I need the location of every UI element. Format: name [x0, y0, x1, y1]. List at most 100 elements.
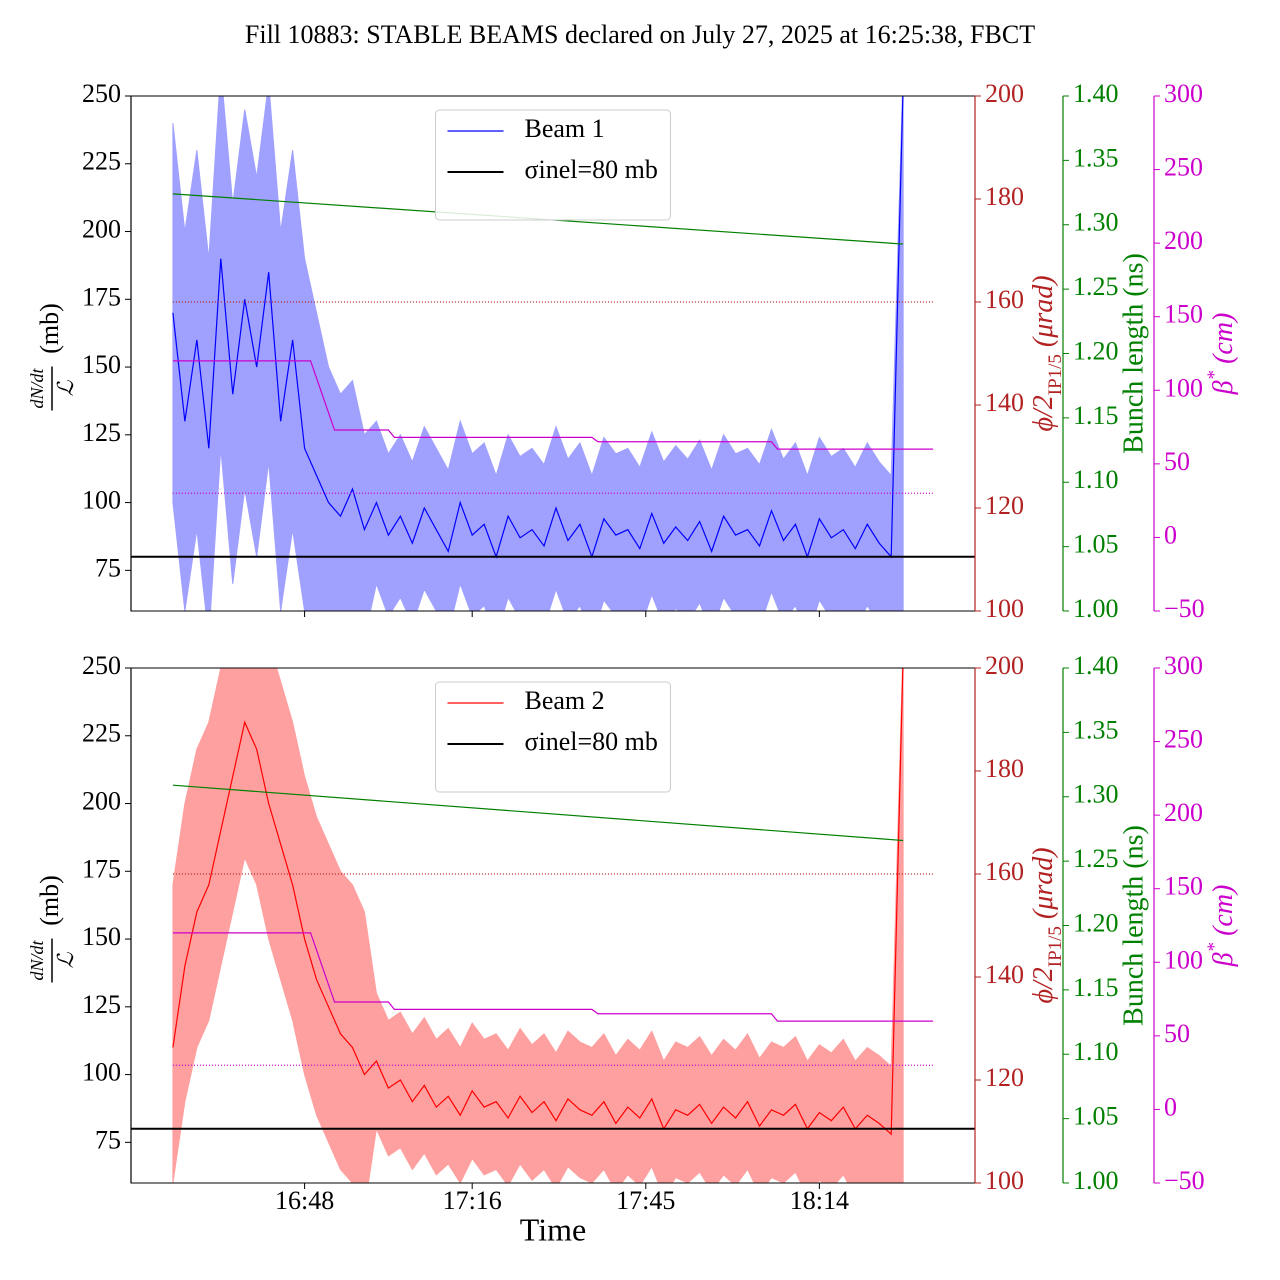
y-tick-label: 250	[82, 651, 121, 680]
y-tick-label: 1.25	[1073, 844, 1119, 873]
y-tick-label: 125	[82, 990, 121, 1019]
y-tick-label: 75	[95, 553, 121, 582]
label-part: *	[1204, 370, 1225, 380]
y3-axis-label: Bunch length (ns)	[1118, 253, 1149, 454]
y-tick-label: 1.35	[1073, 143, 1119, 172]
y-tick-label: 1.10	[1073, 1037, 1119, 1066]
series-line	[172, 360, 934, 450]
plot-area	[131, 96, 975, 611]
x-tick-label: 17:45	[616, 1186, 675, 1215]
y-tick-label: −50	[1164, 1166, 1205, 1195]
y-tick-label: 100	[1164, 373, 1203, 402]
label-part: *	[1204, 942, 1225, 952]
y-tick-label: 140	[985, 960, 1024, 989]
y-label-numerator: dN/dt	[27, 940, 47, 981]
y-label-numerator: dN/dt	[27, 368, 47, 409]
x-tick-label: 17:16	[443, 1186, 502, 1215]
legend-label: Beam 1	[525, 114, 605, 143]
y-tick-label: 100	[985, 1166, 1024, 1195]
y-tick-label: 200	[1164, 226, 1203, 255]
y-tick-label: 175	[82, 854, 121, 883]
y-tick-label: 1.05	[1073, 530, 1119, 559]
y-tick-label: 225	[82, 719, 121, 748]
y-tick-label: 300	[1164, 79, 1203, 108]
y-tick-label: 100	[1164, 945, 1203, 974]
y2-axis-label: ϕ/2IP1/5 (μrad)	[1028, 847, 1065, 1003]
y-tick-label: 100	[985, 594, 1024, 623]
y-tick-label: 250	[1164, 725, 1203, 754]
y-label-denominator: ℒ	[53, 379, 78, 396]
label-part: ϕ/2	[1028, 395, 1059, 431]
y-tick-label: 1.00	[1073, 1166, 1119, 1195]
y-tick-label: 1.15	[1073, 973, 1119, 1002]
y-tick-label: 1.30	[1073, 208, 1119, 237]
y-tick-label: 150	[1164, 872, 1203, 901]
x-axis-label: Time	[520, 1211, 586, 1247]
y-tick-label: 150	[82, 350, 121, 379]
legend-box	[435, 109, 671, 221]
y-tick-label: 75	[95, 1125, 121, 1154]
legend-label: σinel=80 mb	[525, 727, 658, 756]
series-line	[172, 668, 904, 1136]
plot-area	[131, 668, 975, 1183]
y2-axis-label: ϕ/2IP1/5 (μrad)	[1028, 275, 1065, 431]
y-tick-label: 200	[82, 786, 121, 815]
y-tick-label: 160	[985, 857, 1024, 886]
y-tick-label: 1.05	[1073, 1102, 1119, 1131]
legend-box	[435, 681, 671, 793]
y-tick-label: 120	[985, 1063, 1024, 1092]
y-tick-label: 1.20	[1073, 336, 1119, 365]
series-line	[172, 784, 904, 842]
y-tick-label: 1.40	[1073, 79, 1119, 108]
y-tick-label: 250	[82, 79, 121, 108]
y-tick-label: 100	[82, 486, 121, 515]
y-tick-label: 100	[82, 1058, 121, 1087]
y-tick-label: 200	[985, 79, 1024, 108]
y-tick-label: 125	[82, 418, 121, 447]
label-part: (cm)	[1208, 313, 1239, 371]
y-tick-label: 1.30	[1073, 780, 1119, 809]
y4-axis-label: β* (cm)	[1204, 313, 1240, 396]
y-tick-label: 160	[985, 285, 1024, 314]
y-tick-label: 1.25	[1073, 272, 1119, 301]
y-tick-label: 175	[82, 282, 121, 311]
y-tick-label: 300	[1164, 651, 1203, 680]
y-tick-label: 0	[1164, 1092, 1177, 1121]
y-tick-label: 250	[1164, 153, 1203, 182]
y-label-denominator: ℒ	[53, 951, 78, 968]
y-tick-label: 1.20	[1073, 908, 1119, 937]
y-axis-label: dN/dt ℒ (mb)	[27, 303, 78, 411]
y-tick-label: 225	[82, 147, 121, 176]
label-part: (μrad)	[1028, 847, 1059, 926]
y-tick-label: 1.10	[1073, 465, 1119, 494]
label-part: IP1/5	[1045, 354, 1066, 395]
x-tick-label: 18:14	[790, 1186, 849, 1215]
y-label-unit: (mb)	[35, 875, 64, 926]
y-tick-label: 200	[82, 214, 121, 243]
y-tick-label: 0	[1164, 520, 1177, 549]
y3-axis-label: Bunch length (ns)	[1118, 825, 1149, 1026]
y-tick-label: 1.35	[1073, 715, 1119, 744]
label-part: β	[1208, 952, 1239, 967]
y-tick-label: 1.40	[1073, 651, 1119, 680]
y-tick-label: −50	[1164, 594, 1205, 623]
y4-axis-label: β* (cm)	[1204, 885, 1240, 968]
label-part: (cm)	[1208, 885, 1239, 943]
y-tick-label: 1.15	[1073, 401, 1119, 430]
y-tick-label: 120	[985, 491, 1024, 520]
y-tick-label: 150	[1164, 300, 1203, 329]
y-axis-label: dN/dt ℒ (mb)	[27, 875, 78, 983]
legend-label: Beam 2	[525, 686, 605, 715]
y-tick-label: 200	[985, 651, 1024, 680]
label-part: ϕ/2	[1028, 967, 1059, 1003]
y-tick-label: 180	[985, 182, 1024, 211]
label-part: β	[1208, 380, 1239, 395]
series-line	[172, 96, 904, 559]
band	[172, 96, 904, 611]
band	[172, 668, 904, 1183]
y-tick-label: 1.00	[1073, 594, 1119, 623]
label-part: IP1/5	[1045, 926, 1066, 967]
y-tick-label: 200	[1164, 798, 1203, 827]
y-tick-label: 140	[985, 388, 1024, 417]
